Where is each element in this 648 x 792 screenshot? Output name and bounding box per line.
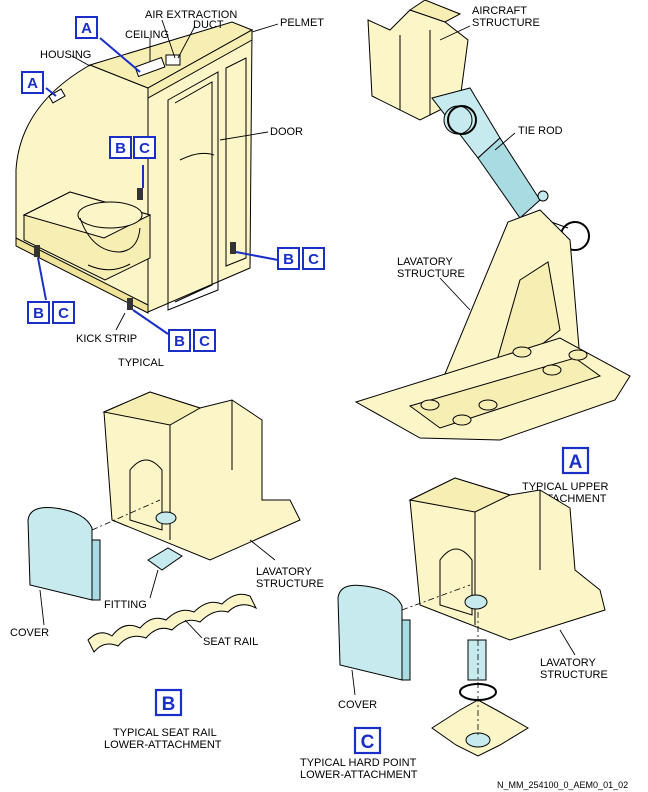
label-aircraft: AIRCRAFT [472, 5, 527, 17]
attach-point-right [230, 242, 236, 254]
detail-c-tag[interactable]: C [353, 726, 382, 755]
ceiling-bracket [134, 56, 166, 78]
svg-text:A: A [27, 75, 38, 92]
door-panel [167, 71, 219, 311]
label-typical-hard-point: TYPICAL HARD POINT [300, 757, 417, 769]
label-lavatory-structure-c: STRUCTURE [540, 669, 608, 681]
label-cover-c: COVER [338, 699, 377, 711]
bolt-head-b [155, 511, 177, 525]
label-aircraft-structure: STRUCTURE [472, 17, 540, 29]
label-lower-attachment-b: LOWER-ATTACHMENT [104, 739, 222, 751]
label-typical-seat-rail: TYPICAL SEAT RAIL [113, 727, 217, 739]
detail-c-hard-point [337, 477, 606, 757]
cover-b [27, 507, 93, 601]
pelmet-strip [147, 29, 253, 99]
mounting-plate [408, 357, 602, 429]
tag-c-left[interactable]: C [52, 301, 75, 324]
svg-text:C: C [58, 305, 69, 322]
lock-pin-ring-upper [447, 105, 477, 135]
aircraft-structure [367, 9, 469, 121]
housing-bracket [48, 88, 66, 104]
svg-text:C: C [139, 140, 150, 157]
air-extraction-duct [165, 54, 181, 66]
label-tie-rod: TIE ROD [518, 125, 563, 137]
attach-point-bottom [127, 298, 133, 310]
svg-text:B: B [174, 333, 185, 350]
detail-b-tag[interactable]: B [154, 688, 183, 717]
label-cover-b: COVER [10, 627, 49, 639]
label-lavatory-c: LAVATORY [540, 657, 597, 669]
label-typical-upper: TYPICAL UPPER [522, 481, 608, 493]
figure-id: N_MM_254100_0_AEM0_01_02 [497, 780, 628, 790]
tag-a-housing[interactable]: A [21, 71, 44, 94]
tag-c-mid[interactable]: C [133, 136, 156, 159]
label-housing: HOUSING [40, 49, 91, 61]
label-lavatory-structure-b: STRUCTURE [256, 578, 324, 590]
label-door: DOOR [270, 126, 303, 138]
kick-strip [15, 237, 149, 314]
bolt-head-c [464, 594, 488, 610]
label-lavatory-a: LAVATORY [397, 256, 454, 268]
bolt-shank-c [467, 639, 487, 681]
svg-text:C: C [199, 333, 210, 350]
tag-a-ceiling[interactable]: A [75, 16, 98, 39]
svg-text:B: B [162, 694, 176, 715]
label-air-extraction: AIR EXTRACTION [145, 9, 237, 21]
fitting-b [147, 547, 183, 571]
hard-point-plate [431, 699, 529, 757]
tie-rod-lower [477, 137, 541, 219]
attach-point-mid [137, 188, 143, 200]
label-duct: DUCT [193, 19, 224, 31]
label-lower-attachment-c: LOWER-ATTACHMENT [300, 769, 418, 781]
svg-text:B: B [33, 305, 44, 322]
svg-text:C: C [361, 732, 375, 753]
detail-a-upper-attachment [354, 0, 631, 441]
toilet-bowl [77, 201, 143, 229]
label-fitting: FITTING [104, 599, 147, 611]
label-ceiling: CEILING [125, 29, 169, 41]
label-seat-rail: SEAT RAIL [203, 636, 258, 648]
svg-text:A: A [569, 452, 583, 473]
tag-c-right[interactable]: C [302, 247, 325, 270]
label-typical: TYPICAL [118, 357, 164, 369]
cover-c [337, 584, 403, 681]
tag-b-right[interactable]: B [277, 247, 300, 270]
label-pelmet: PELMET [280, 17, 324, 29]
tag-b-bottom[interactable]: B [168, 329, 191, 352]
door-edge [174, 81, 213, 303]
label-kick-strip: KICK STRIP [76, 333, 137, 345]
label-lavatory-b: LAVATORY [256, 566, 313, 578]
tag-c-bottom[interactable]: C [193, 329, 216, 352]
main-leaders [37, 19, 279, 335]
svg-text:A: A [81, 20, 92, 37]
svg-text:C: C [308, 251, 319, 268]
svg-text:B: B [283, 251, 294, 268]
svg-text:B: B [115, 140, 126, 157]
tag-b-left[interactable]: B [27, 301, 50, 324]
attach-point-left [34, 245, 40, 257]
detail-a-tag[interactable]: A [561, 446, 590, 475]
seat-rail-b [87, 593, 258, 653]
lavatory-unit [15, 21, 254, 314]
tag-b-mid[interactable]: B [109, 136, 132, 159]
label-lavatory-structure-a: STRUCTURE [397, 268, 465, 280]
detail-b-seat-rail [27, 391, 301, 653]
